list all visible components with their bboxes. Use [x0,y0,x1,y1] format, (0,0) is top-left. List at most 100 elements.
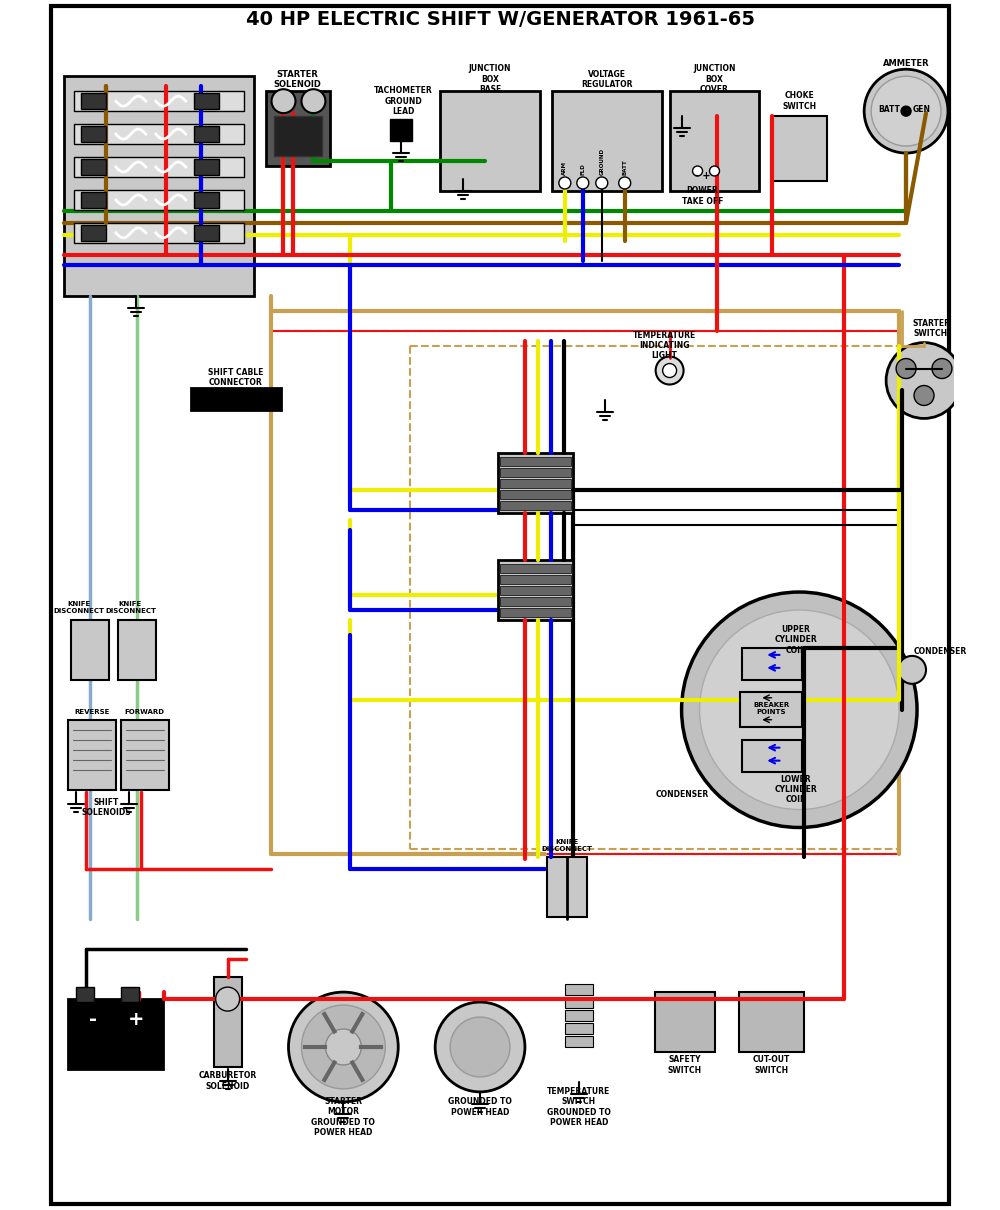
FancyBboxPatch shape [500,607,571,617]
FancyBboxPatch shape [266,91,330,166]
FancyBboxPatch shape [500,586,571,595]
FancyBboxPatch shape [74,190,244,209]
Text: UPPER
CYLINDER
COIL: UPPER CYLINDER COIL [774,626,817,655]
FancyBboxPatch shape [214,978,242,1067]
Text: CARBURETOR
SOLENOID: CARBURETOR SOLENOID [199,1071,257,1090]
FancyBboxPatch shape [71,620,109,680]
Text: GROUND: GROUND [599,148,604,175]
Text: JUNCTION
BOX
BASE: JUNCTION BOX BASE [469,64,511,94]
FancyBboxPatch shape [565,1010,593,1021]
Text: SHIFT CABLE
CONNECTOR: SHIFT CABLE CONNECTOR [208,368,263,387]
Circle shape [577,177,589,189]
FancyBboxPatch shape [500,564,571,574]
Text: 40 HP ELECTRIC SHIFT W/GENERATOR 1961-65: 40 HP ELECTRIC SHIFT W/GENERATOR 1961-65 [246,10,755,29]
Text: - +: - + [695,171,710,182]
Circle shape [898,656,926,684]
Text: BATT: BATT [622,160,627,175]
FancyBboxPatch shape [274,116,322,156]
FancyBboxPatch shape [440,91,540,191]
Circle shape [700,610,899,809]
Text: FORWARD: FORWARD [125,709,165,715]
Circle shape [619,177,631,189]
FancyBboxPatch shape [565,984,593,995]
FancyBboxPatch shape [655,992,715,1051]
FancyBboxPatch shape [81,225,106,241]
FancyBboxPatch shape [565,997,593,1008]
Text: GROUNDED TO
POWER HEAD: GROUNDED TO POWER HEAD [448,1097,512,1117]
FancyBboxPatch shape [739,992,804,1051]
Circle shape [886,342,962,419]
Circle shape [288,992,398,1102]
Text: KNIFE
DISCONNECT: KNIFE DISCONNECT [541,839,592,852]
Circle shape [932,358,952,379]
Text: FLD: FLD [580,163,585,175]
FancyBboxPatch shape [74,125,244,144]
FancyBboxPatch shape [498,454,573,513]
FancyBboxPatch shape [742,739,802,772]
Text: -: - [89,1009,97,1028]
FancyBboxPatch shape [194,159,219,175]
Text: VOLTAGE
REGULATOR: VOLTAGE REGULATOR [581,69,633,88]
Text: STARTER
SOLENOID: STARTER SOLENOID [274,69,321,88]
Circle shape [596,177,608,189]
Circle shape [693,166,703,175]
FancyBboxPatch shape [81,192,106,208]
FancyBboxPatch shape [118,620,156,680]
FancyBboxPatch shape [121,987,139,1002]
FancyBboxPatch shape [194,225,219,241]
Circle shape [450,1018,510,1077]
Circle shape [682,592,917,828]
Circle shape [710,166,719,175]
FancyBboxPatch shape [500,468,571,477]
Text: ARM: ARM [562,161,567,175]
Text: TEMPERATURE
INDICATING
LIGHT: TEMPERATURE INDICATING LIGHT [633,330,696,361]
Text: AMMETER: AMMETER [883,59,929,68]
FancyBboxPatch shape [68,720,116,790]
FancyBboxPatch shape [68,999,163,1068]
Circle shape [272,90,295,113]
Circle shape [301,90,325,113]
FancyBboxPatch shape [74,91,244,111]
Circle shape [901,106,911,116]
FancyBboxPatch shape [76,987,94,1002]
FancyBboxPatch shape [500,457,571,466]
Text: LOWER
CYLINDER
COIL: LOWER CYLINDER COIL [774,774,817,805]
Text: SAFETY
SWITCH: SAFETY SWITCH [668,1055,702,1074]
Text: KNIFE
DISCONNECT: KNIFE DISCONNECT [105,601,156,615]
Circle shape [914,386,934,405]
Text: GEN: GEN [913,104,931,114]
Circle shape [871,76,941,146]
FancyBboxPatch shape [500,501,571,511]
Text: REVERSE: REVERSE [74,709,110,715]
FancyBboxPatch shape [81,159,106,175]
Circle shape [325,1028,361,1065]
Text: TEMPERATURE
SWITCH
GROUNDED TO
POWER HEAD: TEMPERATURE SWITCH GROUNDED TO POWER HEA… [547,1087,611,1127]
Circle shape [656,357,684,385]
Circle shape [216,987,240,1012]
FancyBboxPatch shape [191,388,281,410]
Circle shape [435,1002,525,1091]
FancyBboxPatch shape [565,1036,593,1047]
FancyBboxPatch shape [194,192,219,208]
Text: KNIFE
DISCONNECT: KNIFE DISCONNECT [53,601,104,615]
Circle shape [301,1006,385,1089]
FancyBboxPatch shape [740,692,802,727]
FancyBboxPatch shape [194,126,219,142]
FancyBboxPatch shape [498,560,573,620]
Text: STARTER
SWITCH: STARTER SWITCH [912,319,950,339]
Text: +: + [128,1009,144,1028]
Text: CHOKE
SWITCH: CHOKE SWITCH [782,92,816,111]
Circle shape [864,69,948,152]
FancyBboxPatch shape [772,116,827,182]
FancyBboxPatch shape [565,1022,593,1035]
Text: SHIFT
SOLENOIDS: SHIFT SOLENOIDS [81,797,131,817]
FancyBboxPatch shape [81,93,106,109]
Text: TACHOMETER
GROUND
LEAD: TACHOMETER GROUND LEAD [374,86,433,116]
Text: JUNCTION
BOX
COVER: JUNCTION BOX COVER [693,64,736,94]
Text: STARTER
MOTOR
GROUNDED TO
POWER HEAD: STARTER MOTOR GROUNDED TO POWER HEAD [311,1096,375,1137]
FancyBboxPatch shape [81,126,106,142]
FancyBboxPatch shape [500,479,571,489]
FancyBboxPatch shape [390,119,412,142]
Circle shape [663,363,677,378]
Circle shape [896,358,916,379]
